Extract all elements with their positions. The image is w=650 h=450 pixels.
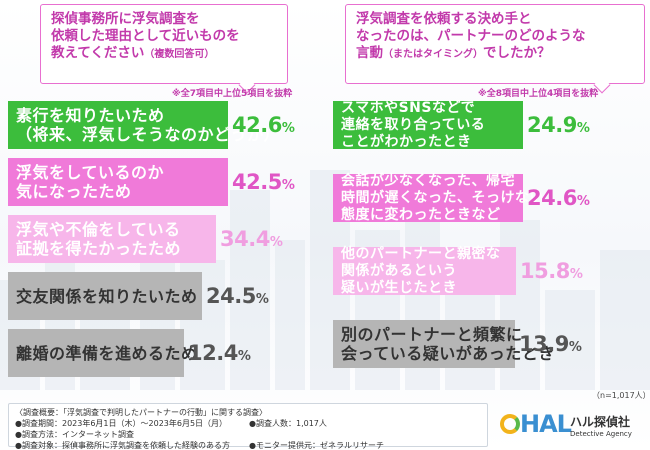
- bar-value-number: 42.6: [232, 113, 282, 137]
- chart-bar: [333, 247, 516, 295]
- survey-period: ●調査期間：2023年6月1日（木）〜2023年6月5日（月）: [15, 419, 228, 428]
- bar-value-label: 42.5%: [232, 170, 295, 194]
- right-question-end: でしたか？: [483, 45, 551, 61]
- bar-value-label: 13.9%: [519, 332, 582, 356]
- left-question-line-1: 探偵事務所に浮気調査を: [51, 11, 200, 27]
- bar-value-unit: %: [255, 292, 269, 307]
- logo-wordmark: HAL: [520, 410, 572, 438]
- bar-category-label: 他のパートナーと親密な 関係があるという 疑いが生じたとき: [341, 245, 501, 296]
- bar-category-label: 浮気をしているのか 気になったため: [16, 163, 165, 201]
- left-question-line-2: 依頼した理由として近いものを: [51, 28, 240, 44]
- right-note: ※全8項目中上位4項目を抜粋: [478, 89, 599, 99]
- chart-bar: [333, 101, 523, 149]
- bar-category-label: 会話が少なくなった、帰宅 時間が遅くなった、そっけない 態度に変わったときなど: [341, 172, 544, 223]
- sample-size: （n=1,017人）: [592, 391, 650, 400]
- survey-row-2: ●調査方法：インターネット調査: [15, 429, 481, 440]
- survey-title: 〈調査概要：「浮気調査で判明したパートナーの行動」に関する調査〉: [15, 408, 267, 417]
- bar-category-label: 素行を知りたいため （将来、浮気しそうなのかどうか）: [16, 106, 281, 144]
- bar-value-number: 15.8: [520, 259, 570, 283]
- bar-category-label: 別のパートナーと頻繁に 会っている疑いがあったとき: [341, 325, 555, 363]
- bar-value-unit: %: [568, 340, 582, 355]
- right-question-line-2: なったのは、パートナーのどのような: [356, 28, 586, 44]
- bar-value-unit: %: [576, 121, 590, 136]
- bar-value-number: 34.4: [220, 227, 270, 251]
- bar-value-unit: %: [237, 349, 251, 364]
- left-question-line-3: 教えてください（複数回答可）: [51, 45, 277, 63]
- bar-value-number: 13.9: [519, 332, 569, 356]
- chart-bar: [333, 174, 523, 222]
- bar-value-number: 12.4: [188, 341, 238, 365]
- bar-category-label: 浮気や不倫をしている 証拠を得たかったため: [16, 220, 182, 258]
- bar-value-label: 24.5%: [206, 284, 269, 308]
- bar-value-number: 24.6: [527, 186, 577, 210]
- bar-value-label: 42.6%: [232, 113, 295, 137]
- bar-value-number: 42.5: [232, 170, 282, 194]
- survey-summary: 〈調査概要：「浮気調査で判明したパートナーの行動」に関する調査〉 ●調査期間：2…: [8, 403, 488, 450]
- bar-value-unit: %: [281, 121, 295, 136]
- right-question-suffix: （またはタイミング）: [383, 49, 483, 60]
- chart-bar: [333, 320, 515, 368]
- survey-row-3: ●調査対象：探偵事務所に浮気調査を依頼した経験のある方 ●モニター提供元：ゼネラル…: [15, 440, 481, 450]
- survey-monitor: ●モニター提供元：ゼネラルリサーチ: [249, 441, 384, 450]
- right-question-box: 浮気調査を依頼する決め手と なったのは、パートナーのどのような 言動（またはタイ…: [345, 4, 645, 94]
- bar-category-label: 離婚の準備を進めるため: [16, 343, 198, 363]
- bar-category-label: スマホやSNSなどで 連絡を取り合っている ことがわかったとき: [341, 99, 486, 150]
- bar-value-unit: %: [576, 194, 590, 209]
- bar-category-label: 交友関係を知りたいため: [16, 286, 198, 306]
- bar-value-label: 15.8%: [520, 259, 583, 283]
- bar-value-number: 24.5: [206, 284, 256, 308]
- chart-bar: [8, 329, 184, 377]
- right-question-line-1: 浮気調査を依頼する決め手と: [356, 11, 532, 27]
- left-note: ※全7項目中上位5項目を抜粋: [172, 89, 293, 99]
- bar-value-unit: %: [569, 267, 583, 282]
- hal-logo: HAL ハル探偵社 Detective Agency: [500, 410, 645, 446]
- bar-value-unit: %: [281, 178, 295, 193]
- left-question-box: 探偵事務所に浮気調査を 依頼した理由として近いものを 教えてください（複数回答可…: [40, 4, 288, 94]
- bar-value-label: 24.9%: [527, 113, 590, 137]
- bar-value-label: 34.4%: [220, 227, 283, 251]
- right-question-last: 言動: [356, 45, 383, 61]
- survey-target: ●調査対象：探偵事務所に浮気調査を依頼した経験のある方: [15, 441, 230, 450]
- left-question-last: 教えてください: [51, 45, 145, 61]
- logo-mark-icon: [500, 414, 520, 434]
- survey-row-1: ●調査期間：2023年6月1日（木）〜2023年6月5日（月） ●調査人数：1,0…: [15, 418, 481, 429]
- bar-value-label: 12.4%: [188, 341, 251, 365]
- chart-bar: [8, 158, 228, 206]
- chart-bar: [8, 101, 228, 149]
- chart-bar: [8, 272, 202, 320]
- survey-respondents: ●調査人数：1,017人: [249, 419, 327, 428]
- logo-name-jp: ハル探偵社: [570, 415, 631, 429]
- logo-name-en: Detective Agency: [570, 430, 632, 438]
- left-question-suffix: （複数回答可）: [144, 49, 215, 60]
- chart-bar: [8, 215, 216, 263]
- survey-method: ●調査方法：インターネット調査: [15, 430, 134, 439]
- bar-value-label: 24.6%: [527, 186, 590, 210]
- bar-value-number: 24.9: [527, 113, 577, 137]
- bar-value-unit: %: [269, 235, 283, 250]
- right-question-line-3: 言動（またはタイミング）でしたか？: [356, 45, 634, 63]
